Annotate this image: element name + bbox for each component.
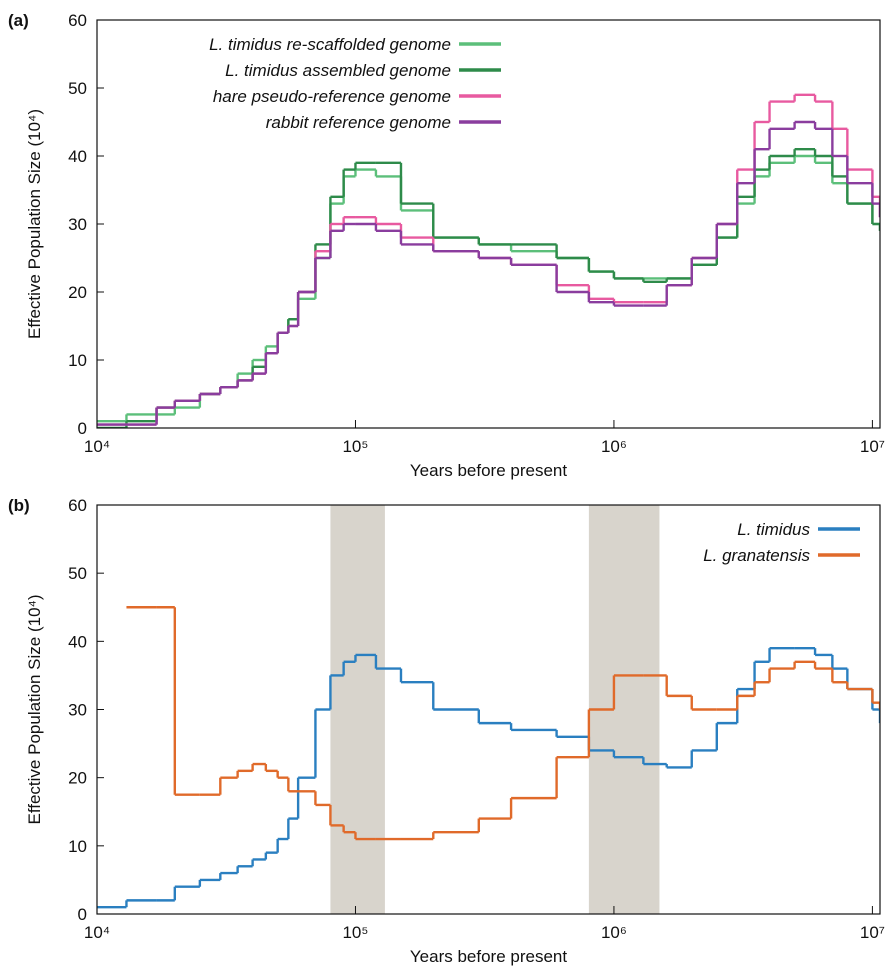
series [97,147,880,428]
x-tick-label: 10⁴ [84,923,110,942]
series [97,120,880,426]
x-axis-label: Years before present [410,461,567,480]
y-axis-label: Effective Population Size (10⁴) [25,594,44,824]
y-tick-label: 20 [68,769,87,788]
y-tick-label: 10 [68,837,87,856]
plot-frame [96,19,881,429]
y-tick-label: 40 [68,632,87,651]
legend-label: L. timidus [737,520,810,539]
x-axis-label: Years before present [410,947,567,966]
y-tick-label: 30 [68,701,87,720]
y-tick-label: 50 [68,564,87,583]
legend-label: L. timidus re-scaffolded genome [209,35,451,54]
x-tick-label: 10⁷ [860,437,885,456]
x-tick-label: 10⁵ [342,923,368,942]
y-tick-label: 30 [68,215,87,234]
legend-label: hare pseudo-reference genome [213,87,451,106]
panel-label: (b) [8,496,30,515]
series [97,646,880,909]
series [97,154,880,423]
series [126,606,880,841]
x-tick-label: 10⁶ [601,923,627,942]
y-tick-label: 60 [68,11,87,30]
y-tick-label: 50 [68,79,87,98]
y-tick-label: 20 [68,283,87,302]
x-tick-label: 10⁷ [860,923,885,942]
x-tick-label: 10⁴ [84,437,110,456]
plot-frame [96,504,881,915]
series [97,93,880,426]
panel: (b) 0 10 20 30 40 50 60 10⁴ 10⁵ 10⁶ 10⁷ Years before… [8,496,885,966]
y-tick-label: 40 [68,147,87,166]
shaded-range [330,505,385,914]
y-tick-label: 0 [78,905,87,924]
panel: (a) 0 10 20 30 40 50 60 10⁴ 10⁵ 10⁶ 10⁷ Years before… [8,11,885,480]
x-tick-label: 10⁵ [342,437,368,456]
legend-label: rabbit reference genome [266,113,451,132]
x-tick-label: 10⁶ [601,437,627,456]
y-tick-label: 60 [68,496,87,515]
y-axis-label: Effective Population Size (10⁴) [25,109,44,339]
y-tick-label: 10 [68,351,87,370]
y-tick-label: 0 [78,419,87,438]
legend-label: L. granatensis [703,546,810,565]
panel-label: (a) [8,11,29,30]
legend-label: L. timidus assembled genome [225,61,451,80]
